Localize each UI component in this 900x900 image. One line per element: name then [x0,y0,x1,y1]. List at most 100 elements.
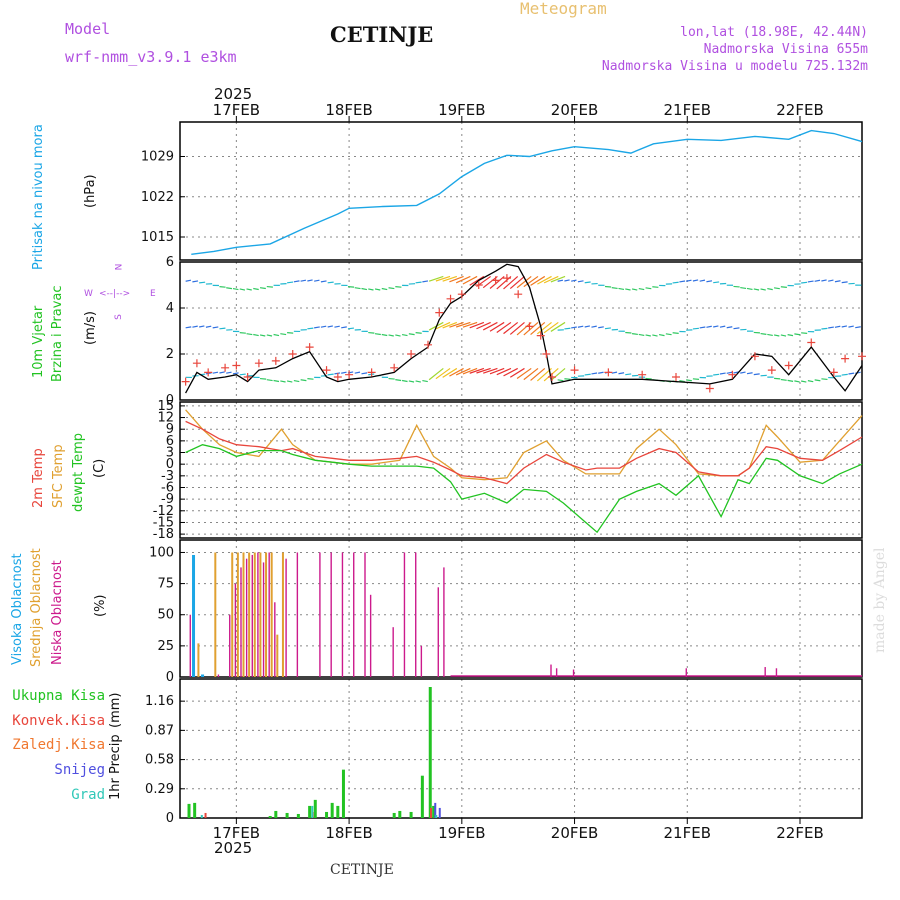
wind-arrow [557,279,564,282]
wind-arrow [334,325,340,328]
wind-arrow [625,288,631,291]
wind-arrow [753,288,760,291]
wind-arrow [645,287,652,290]
wind-arrow [361,372,368,375]
wind-arrow [713,281,720,284]
wind-arrow [368,331,375,334]
wind-arrow [760,332,767,335]
wind-arrow [219,327,226,330]
wind-arrow [577,280,584,283]
y-tick-label: 0 [166,811,174,826]
altitude-label: Nadmorska Visina 655m [703,42,868,57]
wind-arrow [422,379,428,383]
wind-arrow [192,325,198,328]
wind-gust-marker [491,276,500,285]
wind-arrow [280,380,286,383]
wind-arrow [767,288,773,291]
wind-gust-marker [390,363,399,372]
wind-arrow [834,325,841,328]
wind-gust-marker [204,368,213,377]
wind-gust-marker [271,356,280,365]
wind-gust-marker [424,340,432,349]
wind-arrow [625,373,632,376]
wind-arrow [577,325,584,328]
x-day-label-bottom: 21FEB [664,824,711,842]
wind-arrow [543,367,559,382]
wind-arrow [476,367,491,374]
x-day-label-bottom: 20FEB [551,824,598,842]
wind-gust-marker [232,361,241,370]
wind-arrow [469,321,485,329]
wind-gust-marker [829,368,838,377]
wind-arrow [625,331,632,334]
wind-arrow [347,327,354,330]
wind-arrow [483,367,498,374]
wind-arrow [395,334,401,337]
wind-arrow [239,288,246,291]
wind-arrow [435,367,451,380]
wind-arrow [719,325,726,328]
wind-arrow [401,333,408,337]
wind-arrow [374,288,381,291]
y-tick-label: -15 [153,515,174,530]
wind-arrow [672,332,679,334]
wind-arrow [550,275,566,283]
wind-arrow [449,321,464,328]
wind-arrow [658,334,665,337]
wind-arrow [523,275,539,288]
wind-arrow [821,327,828,330]
wind-arrow [320,325,327,328]
wind-arrow [814,279,821,282]
y-tick-label: -18 [153,527,174,542]
wind-arrow [584,325,591,328]
wind-arrow [327,281,334,284]
wind-arrow [246,288,252,291]
wind-arrow [489,367,505,375]
wind-arrow [726,371,733,374]
y-tick-label: 12 [157,411,174,426]
wind-arrow [834,280,841,283]
wind-arrow [794,380,800,383]
wind-arrow [638,287,645,291]
wind-arrow [848,325,854,328]
wind-arrow [455,275,471,284]
wind-arrow [713,373,720,376]
wind-arrow [686,279,692,282]
panel-frame [179,261,863,401]
wind-arrow [645,334,651,337]
wind-arrow [469,367,485,374]
wind-gust-marker [435,308,444,317]
wind-arrow [280,333,287,336]
wind-arrow [239,332,246,334]
wind-arrow [496,367,512,376]
footer-station: CETINJE [330,862,394,878]
wind-arrow [652,286,659,288]
wind-arrow [482,321,498,331]
wind-arrow [841,325,848,328]
wind-arrow [618,287,625,291]
wind-arrow [604,285,612,288]
wind-arrow [327,373,334,376]
y-tick-label: 3 [166,446,174,461]
wind-arrow [686,379,692,382]
wind-arrow [388,377,395,380]
wind-gust-marker [638,370,647,379]
meteogram-title: Meteogram [520,0,607,18]
wind-arrow [232,372,239,375]
wind-arrow [828,326,834,329]
wind-arrow [631,288,638,291]
wind-arrow [530,367,546,381]
wind-arrow [584,281,591,284]
wind-arrow [273,379,280,383]
x-day-label-top: 19FEB [438,101,485,119]
wind-arrow [259,287,266,290]
wind-arrow [307,327,314,330]
wind-arrow [374,333,381,336]
y-tick-label: 0.58 [145,753,174,768]
dir-legend-cross: <--|--> [99,289,131,299]
x-day-label-bottom: 17FEB [213,824,260,842]
wind-arrow [530,321,546,336]
wind-arrow [395,286,402,288]
wind-gust-marker [536,331,545,340]
legend-snow: Snijeg [54,762,105,778]
